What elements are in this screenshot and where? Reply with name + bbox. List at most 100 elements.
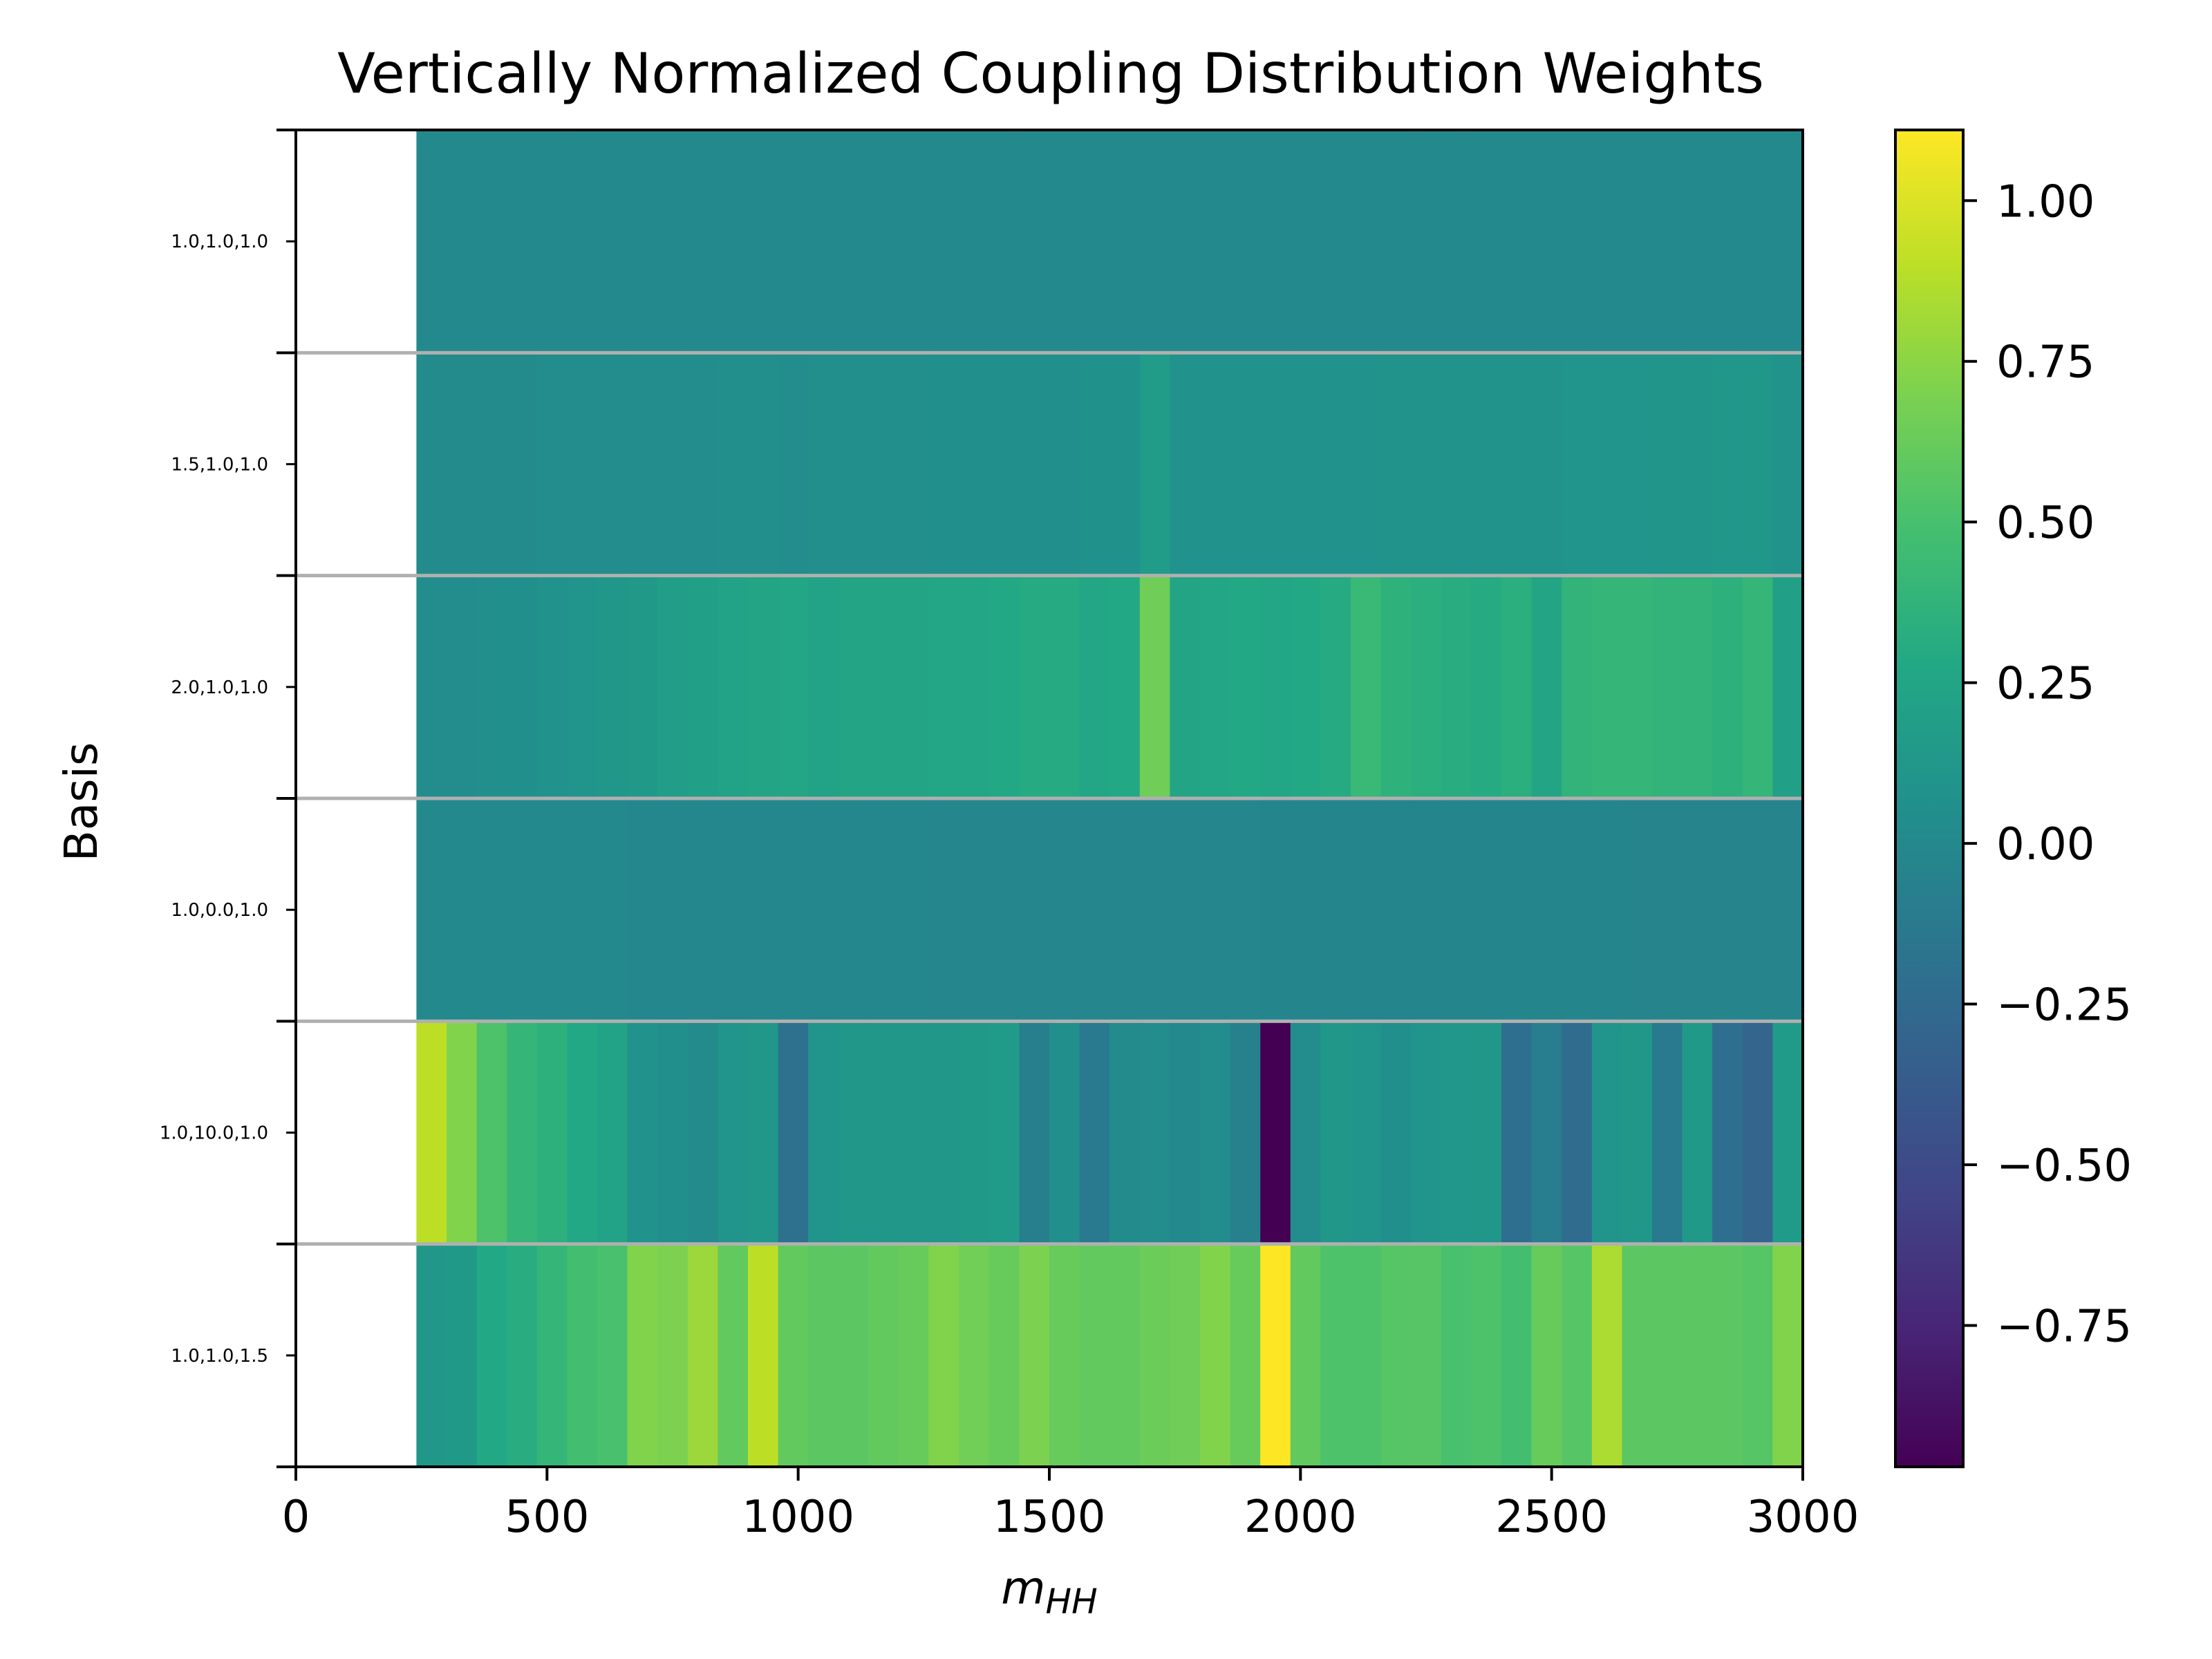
- heatmap-cell: [416, 353, 447, 577]
- heatmap-cell: [778, 353, 809, 577]
- heatmap-cell: [1170, 575, 1201, 799]
- heatmap-cell: [1591, 1021, 1622, 1245]
- heatmap-cell: [1139, 130, 1170, 353]
- heatmap-cell: [1139, 575, 1170, 799]
- heatmap-cell: [1079, 1021, 1110, 1245]
- heatmap-cell: [1622, 130, 1653, 353]
- heatmap-cell: [1562, 353, 1593, 577]
- heatmap-cell: [718, 575, 749, 799]
- heatmap-cell: [447, 575, 478, 799]
- x-axis-label: mHH: [1001, 1562, 1098, 1622]
- heatmap-cell: [1562, 1244, 1593, 1468]
- heatmap-cell: [1351, 353, 1382, 577]
- heatmap-cell: [1200, 353, 1231, 577]
- heatmap-cell: [1682, 130, 1713, 353]
- heatmap-cell: [507, 353, 538, 577]
- heatmap-cell: [1712, 130, 1743, 353]
- heatmap-cell: [1019, 798, 1050, 1022]
- heatmap-cell: [1049, 1021, 1080, 1245]
- heatmap-cell: [1109, 798, 1141, 1022]
- colorbar-tick-label: −0.50: [1996, 1141, 2132, 1192]
- heatmap-cell: [1591, 575, 1622, 799]
- heatmap-cell: [1320, 798, 1351, 1022]
- heatmap-cell: [748, 1021, 779, 1245]
- heatmap-cell: [1079, 1244, 1110, 1468]
- heatmap-cell: [1682, 575, 1713, 799]
- heatmap-cell: [536, 798, 568, 1022]
- heatmap-cell: [838, 130, 869, 353]
- heatmap-cell: [1622, 798, 1653, 1022]
- heatmap-cell: [1049, 353, 1080, 577]
- y-axis-label: Basis: [55, 742, 108, 862]
- heatmap-cell: [1290, 575, 1321, 799]
- heatmap-cell: [1652, 130, 1683, 353]
- heatmap-cell: [1079, 575, 1110, 799]
- heatmap-cell: [507, 1244, 538, 1468]
- heatmap-cell: [748, 798, 779, 1022]
- heatmap-cell: [1471, 1021, 1502, 1245]
- heatmap-cell: [1320, 353, 1351, 577]
- heatmap-cell: [959, 575, 990, 799]
- heatmap-cell: [1501, 353, 1533, 577]
- heatmap-cell: [1260, 575, 1291, 799]
- heatmap-cell: [1019, 1244, 1050, 1468]
- heatmap-cell: [1471, 130, 1502, 353]
- heatmap-cell: [507, 798, 538, 1022]
- heatmap-cell: [597, 130, 628, 353]
- heatmap-cell: [1712, 1021, 1743, 1245]
- heatmap-cell: [687, 353, 718, 577]
- heatmap-cell: [1471, 798, 1502, 1022]
- colorbar-ticks: 1.00 0.75 0.50 0.25 0.00 −0.25 −0.50 −0.75: [1963, 176, 2132, 1352]
- heatmap-cell: [1652, 575, 1683, 799]
- heatmap-cell: [447, 130, 478, 353]
- colorbar: [1894, 129, 1965, 1468]
- heatmap-cell: [718, 353, 749, 577]
- x-tick-label: 500: [505, 1492, 589, 1543]
- heatmap-cell: [988, 353, 1020, 577]
- heatmap-cell: [868, 1021, 899, 1245]
- heatmap-cell: [597, 353, 628, 577]
- heatmap-cell: [1230, 575, 1261, 799]
- x-tick-label: 1000: [742, 1492, 854, 1543]
- heatmap-cell: [1109, 575, 1141, 799]
- heatmap-cell: [748, 130, 779, 353]
- heatmap-cell: [536, 353, 568, 577]
- heatmap-cell: [1290, 353, 1321, 577]
- heatmap-cell: [1411, 1021, 1442, 1245]
- heatmap-cell: [627, 130, 658, 353]
- heatmap-cell: [657, 353, 688, 577]
- y-tick-label: 1.5,1.0,1.0: [171, 455, 268, 476]
- heatmap-cell: [1320, 1021, 1351, 1245]
- heatmap-cell: [1351, 1021, 1382, 1245]
- heatmap-cell: [1682, 353, 1713, 577]
- heatmap-cell: [1682, 798, 1713, 1022]
- heatmap-cell: [1320, 575, 1351, 799]
- heatmap-cell: [1682, 1244, 1713, 1468]
- heatmap-cell: [838, 353, 869, 577]
- heatmap-cell: [1772, 130, 1803, 353]
- heatmap-cell: [778, 1021, 809, 1245]
- heatmap-cell: [928, 130, 959, 353]
- heatmap-cell: [1531, 353, 1562, 577]
- heatmap-cell: [1170, 353, 1201, 577]
- heatmap-cell: [687, 1021, 718, 1245]
- heatmap-cell: [1139, 1021, 1170, 1245]
- heatmap-cell: [778, 798, 809, 1022]
- heatmap-cell: [868, 353, 899, 577]
- colorbar-tick-label: 0.25: [1996, 659, 2095, 710]
- heatmap-cell: [1712, 353, 1743, 577]
- heatmap-cell: [778, 1244, 809, 1468]
- heatmap-cell: [899, 130, 930, 353]
- heatmap-cell: [1531, 1021, 1562, 1245]
- heatmap-cell: [1742, 575, 1773, 799]
- heatmap-cell: [1200, 575, 1231, 799]
- heatmap-cell: [476, 575, 507, 799]
- heatmap-cell: [808, 575, 839, 799]
- heatmap-cell: [1742, 130, 1773, 353]
- heatmap-cell: [1562, 1021, 1593, 1245]
- y-tick-label: 1.0,1.0,1.0: [171, 232, 268, 252]
- heatmap-cell: [507, 575, 538, 799]
- heatmap-cell: [838, 1021, 869, 1245]
- heatmap-cell: [1260, 798, 1291, 1022]
- heatmap-cell: [597, 798, 628, 1022]
